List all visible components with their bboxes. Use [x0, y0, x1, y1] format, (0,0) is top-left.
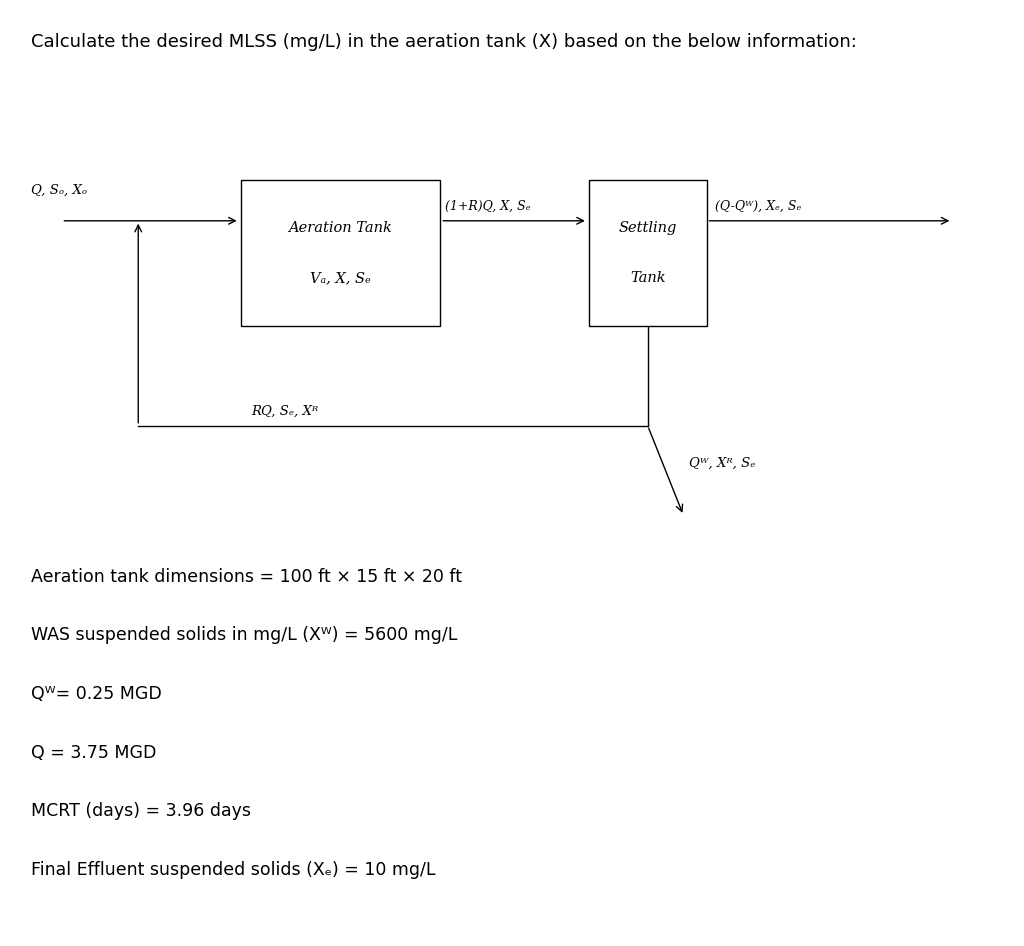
- Text: MCRT (days) = 3.96 days: MCRT (days) = 3.96 days: [31, 802, 251, 820]
- Text: Aeration tank dimensions = 100 ft × 15 ft × 20 ft: Aeration tank dimensions = 100 ft × 15 f…: [31, 568, 462, 586]
- Text: Calculate the desired MLSS (mg/L) in the aeration tank (X) based on the below in: Calculate the desired MLSS (mg/L) in the…: [31, 33, 857, 51]
- Text: (1+R)Q, X, Sₑ: (1+R)Q, X, Sₑ: [445, 201, 531, 213]
- Text: Tank: Tank: [630, 271, 666, 285]
- Text: Settling: Settling: [618, 221, 677, 236]
- Text: Final Effluent suspended solids (Xₑ) = 10 mg/L: Final Effluent suspended solids (Xₑ) = 1…: [31, 861, 435, 879]
- Bar: [241, 180, 440, 326]
- Text: WAS suspended solids in mg/L (Xᵂ) = 5600 mg/L: WAS suspended solids in mg/L (Xᵂ) = 5600…: [31, 626, 457, 644]
- Text: Qᵂ= 0.25 MGD: Qᵂ= 0.25 MGD: [31, 685, 162, 703]
- Text: RQ, Sₑ, Xᴿ: RQ, Sₑ, Xᴿ: [251, 405, 318, 418]
- Text: Q, Sₒ, Xₒ: Q, Sₒ, Xₒ: [31, 184, 87, 197]
- Text: Aeration Tank: Aeration Tank: [289, 221, 392, 236]
- Bar: [589, 180, 707, 326]
- Text: Qᵂ, Xᴿ, Sₑ: Qᵂ, Xᴿ, Sₑ: [688, 457, 755, 470]
- Text: (Q-Qᵂ), Xₑ, Sₑ: (Q-Qᵂ), Xₑ, Sₑ: [715, 201, 801, 213]
- Text: Vₐ, X, Sₑ: Vₐ, X, Sₑ: [310, 271, 371, 285]
- Text: Q = 3.75 MGD: Q = 3.75 MGD: [31, 744, 156, 762]
